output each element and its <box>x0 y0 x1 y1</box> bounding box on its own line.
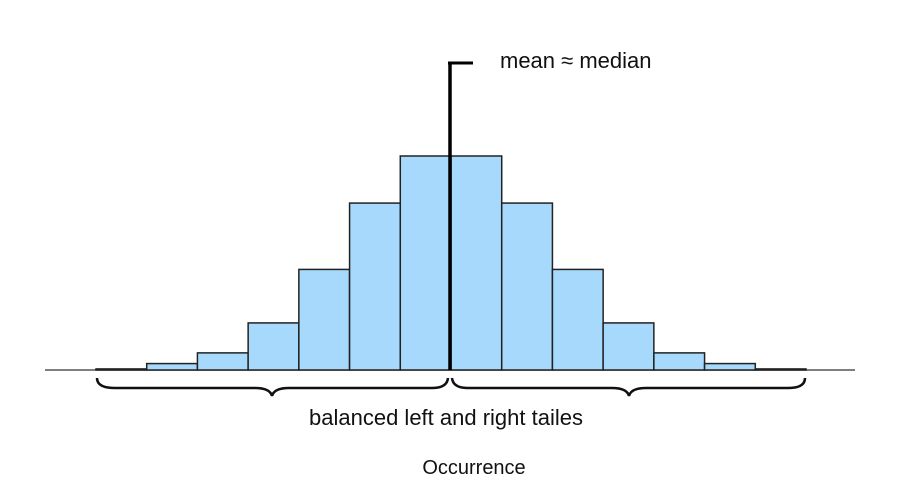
left-tail-brace <box>95 377 450 397</box>
histogram-bar <box>653 352 706 371</box>
histogram-bar <box>500 202 554 371</box>
histogram-bar <box>95 368 148 371</box>
histogram-bar <box>247 322 300 371</box>
histogram-bar <box>602 322 655 371</box>
histogram-bar <box>348 202 402 371</box>
histogram-bar <box>145 362 199 371</box>
mean-median-label: mean ≈ median <box>500 48 652 73</box>
histogram-bar <box>196 352 249 371</box>
right-tail-brace <box>450 377 807 397</box>
x-axis-label: Occurrence <box>422 457 525 479</box>
histogram-bar <box>298 268 351 371</box>
histogram-bar <box>551 268 604 371</box>
tails-label: balanced left and right tailes <box>309 405 583 430</box>
histogram-bar <box>754 368 807 371</box>
bars <box>95 155 807 371</box>
histogram-bar <box>703 362 757 371</box>
histogram-bar <box>450 155 503 371</box>
histogram-bar <box>399 155 452 371</box>
